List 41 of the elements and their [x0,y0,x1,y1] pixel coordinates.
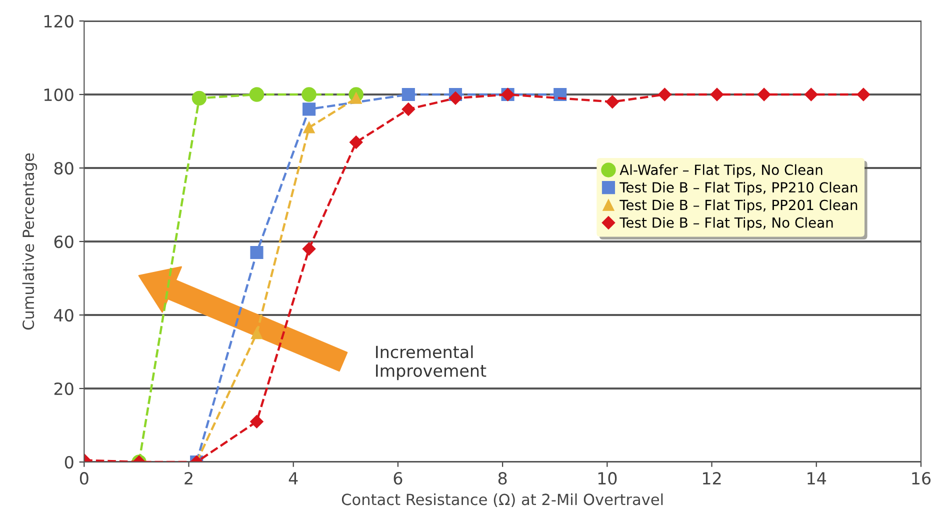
y-tick-label: 40 [54,308,74,322]
point [402,102,416,116]
point [302,242,316,256]
x-tick-label: 16 [912,472,931,485]
x-tick-label: 8 [498,472,507,485]
y-tick-label: 20 [54,382,74,396]
point [350,92,362,104]
annotation: Incremental Improvement [376,345,486,380]
point [606,95,619,108]
legend-label: Al-Wafer – Flat Tips, No Clean [620,164,822,178]
y-tick-label: 0 [64,456,74,469]
legend-label: Test Die B – Flat Tips, PP210 Clean [620,182,858,196]
y-axis-title: Cumulative Percentage [22,153,38,330]
point [856,88,870,102]
x-tick-label: 4 [288,472,298,484]
y-tick-label: 100 [44,88,74,102]
legend-label: Test Die B – Flat Tips, No Clean [620,217,833,231]
point [249,87,264,102]
x-tick-label: 6 [394,472,402,485]
x-tick-label: 2 [184,472,192,484]
point [250,246,264,260]
legend-label: Test Die B – Flat Tips, PP201 Clean [620,199,858,213]
point [402,88,415,102]
y-tick-label: 120 [44,14,74,28]
x-tick-label: 0 [80,472,88,485]
point [710,88,724,102]
point [350,136,363,149]
point [448,92,462,105]
point [804,88,818,102]
point [757,88,771,102]
point [302,87,316,102]
x-axis-title: Contact Resistance (Ω) at 2-Mil Overtravel [342,493,663,508]
point [192,90,207,106]
x-tick-label: 12 [702,472,721,484]
y-tick-label: 80 [54,162,74,175]
point [302,102,316,116]
x-tick-label: 14 [808,472,826,484]
point [658,88,672,102]
point [303,122,315,134]
x-tick-label: 10 [598,472,617,485]
y-tick-label: 60 [54,235,74,248]
